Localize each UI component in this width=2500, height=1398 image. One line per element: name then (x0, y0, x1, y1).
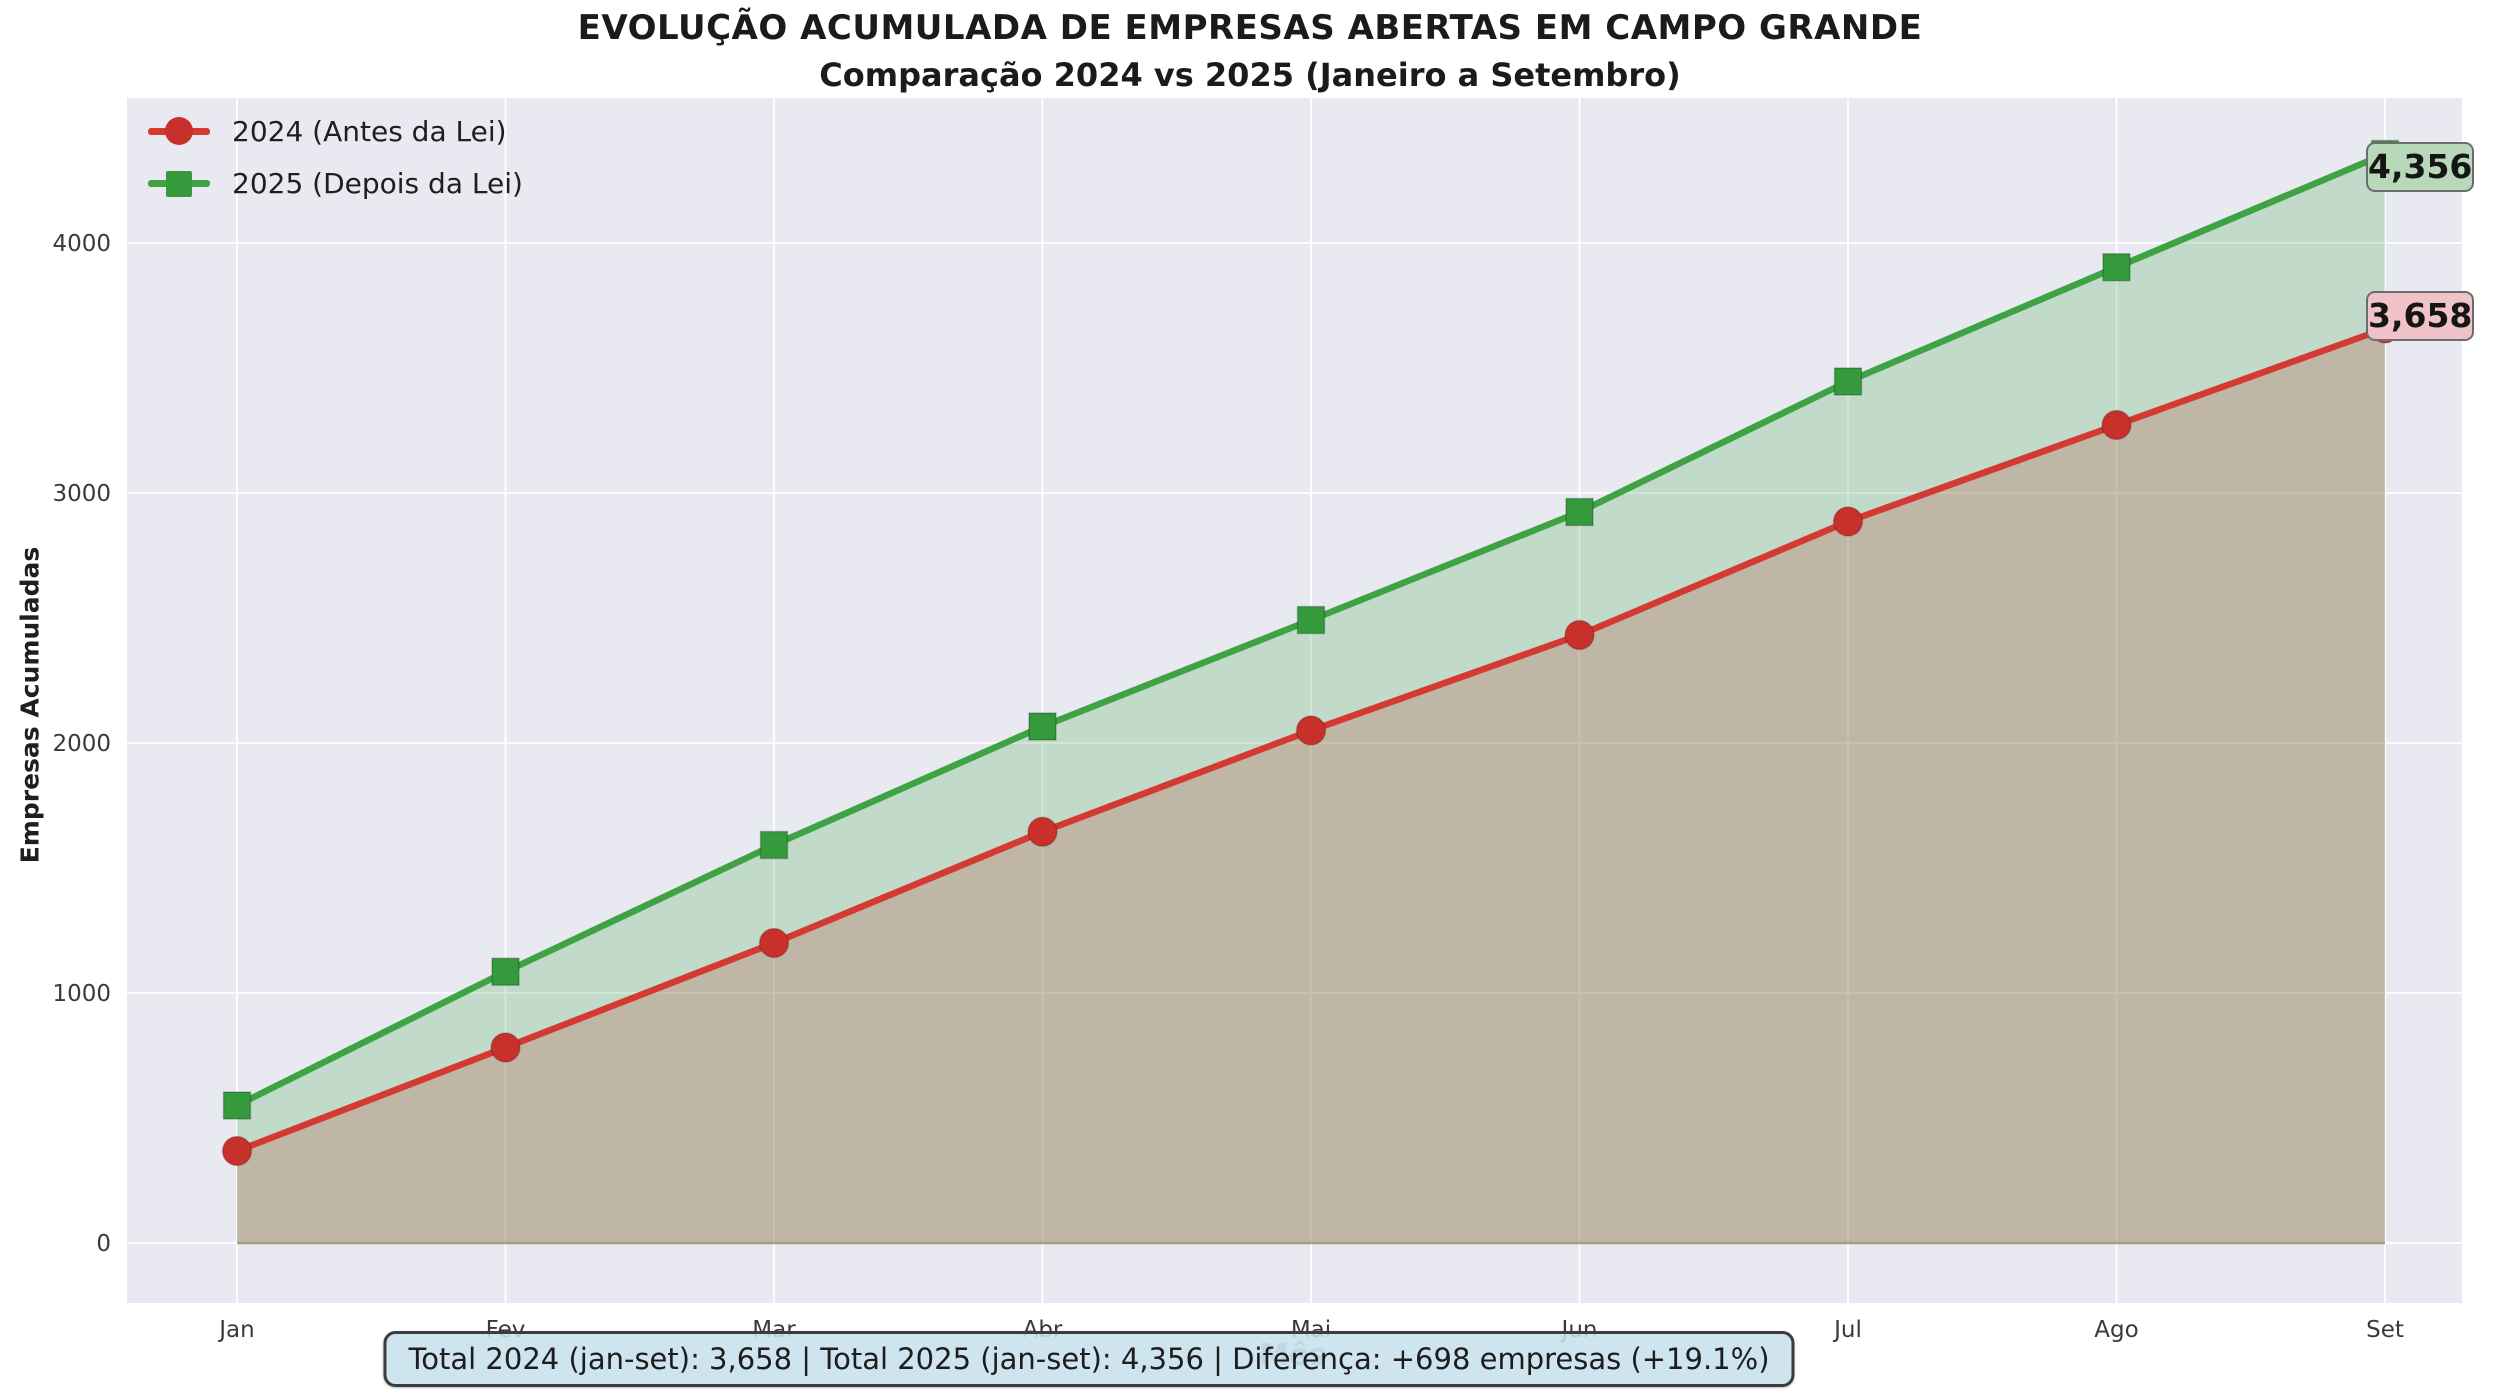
marker-2025-Mai (1296, 605, 1326, 635)
marker-2025-Ago (2102, 253, 2131, 282)
y-tick-label-0: 0 (96, 1231, 111, 1257)
marker-2024-Ago (2101, 409, 2132, 441)
y-tick-label-4000: 4000 (52, 231, 111, 257)
end-label-2024: 3,658 (2366, 291, 2474, 341)
totals-annotation: Total 2024 (jan-set): 3,658 | Total 2025… (383, 1331, 1795, 1387)
marker-2024-Mai (1295, 715, 1327, 746)
marker-2024-Jan (221, 1135, 253, 1167)
x-tick-label-Jul: Jul (1832, 1317, 1862, 1343)
marker-2024-Jul (1832, 506, 1864, 537)
marker-2024-Abr (1027, 816, 1058, 847)
legend-label-2025: 2025 (Depois da Lei) (232, 166, 523, 200)
marker-2025-Jul (1833, 367, 1863, 396)
end-label-2025: 4,356 (2366, 142, 2474, 192)
x-tick-label-Ago: Ago (2094, 1317, 2138, 1343)
chart-subtitle: Comparação 2024 vs 2025 (Janeiro a Setem… (819, 56, 1681, 94)
y-tick-label-2000: 2000 (52, 731, 111, 757)
legend-marker-2025-square-icon (148, 164, 210, 202)
marker-2025-Fev (491, 957, 520, 986)
legend: 2024 (Antes da Lei) 2025 (Depois da Lei) (148, 112, 523, 202)
marker-2025-Jun (1565, 497, 1594, 527)
area-fill-between-series (237, 154, 2385, 1151)
marker-2024-Fev (490, 1032, 521, 1063)
x-tick-label-Jan: Jan (217, 1317, 254, 1343)
y-tick-label-1000: 1000 (52, 981, 111, 1007)
legend-label-2024: 2024 (Antes da Lei) (232, 114, 507, 148)
y-axis-label: Empresas Acumuladas (15, 546, 45, 864)
x-tick-label-Set: Set (2366, 1317, 2404, 1343)
plot-area (127, 98, 2462, 1303)
legend-marker-2024-circle-icon (148, 112, 210, 150)
marker-2025-Mar (759, 830, 789, 860)
marker-2024-Jun (1564, 619, 1595, 651)
marker-2024-Mar (758, 927, 790, 959)
area-fill-below-2024 (237, 328, 2385, 1243)
marker-2025-Abr (1028, 712, 1057, 741)
chart-title: EVOLUÇÃO ACUMULADA DE EMPRESAS ABERTAS E… (577, 8, 1923, 48)
y-tick-label-3000: 3000 (52, 481, 111, 507)
marker-2025-Jan (222, 1091, 252, 1120)
legend-item-2024: 2024 (Antes da Lei) (148, 112, 523, 150)
legend-item-2025: 2025 (Depois da Lei) (148, 164, 523, 202)
